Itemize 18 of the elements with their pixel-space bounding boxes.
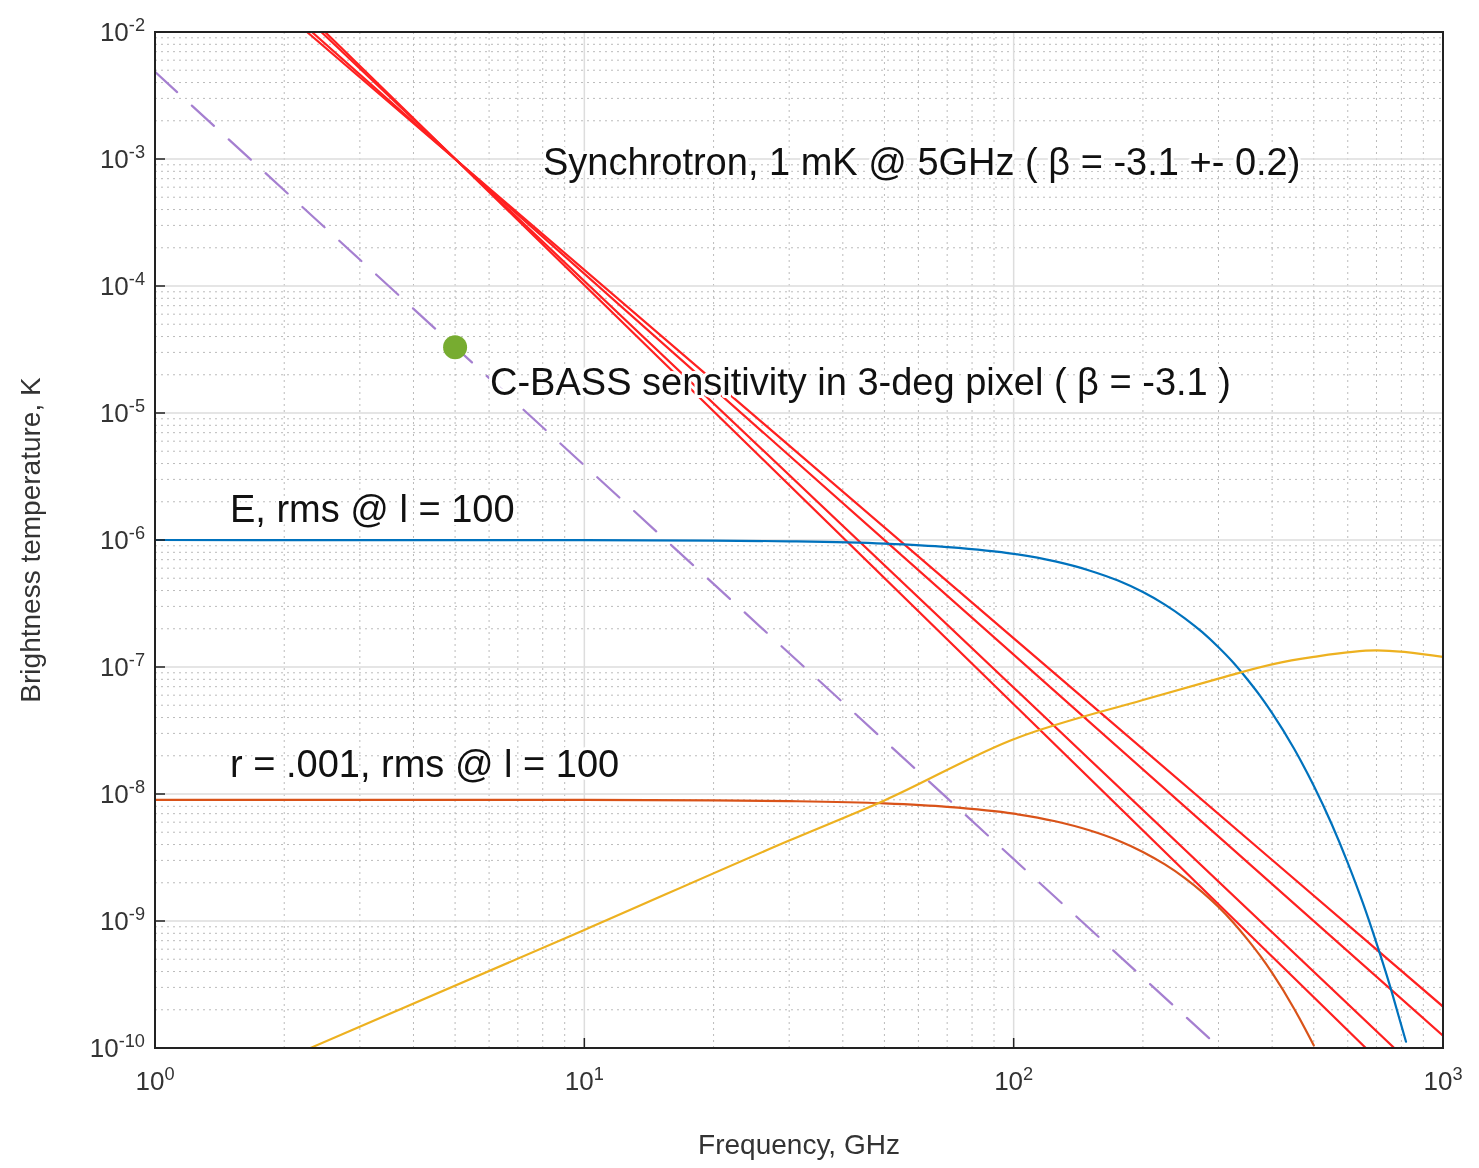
annotation: Synchrotron, 1 mK @ 5GHz ( β = -3.1 +- 0.2) [543,141,1301,183]
y-tick-label: 10$^{-4}$ [99,269,145,301]
y-tick-label: 10$^{-2}$ [99,15,145,47]
annotation: E, rms @ l = 100 [230,488,515,530]
y-tick-label: 10$^{-8}$ [99,777,145,809]
x-axis-title: Frequency, GHz [698,1129,900,1160]
annotation: r = .001, rms @ l = 100 [230,743,620,785]
x-tick-label: 10$^{0}$ [135,1064,175,1096]
y-tick-label: 10$^{-3}$ [99,142,145,174]
y-tick-label: 10$^{-10}$ [89,1031,145,1063]
y-axis-title: Brightness temperature, K [15,377,46,703]
y-tick-label: 10$^{-7}$ [99,650,145,682]
x-tick-label: 10$^{2}$ [994,1064,1034,1096]
y-tick-label: 10$^{-9}$ [99,904,145,936]
x-tick-label: 10$^{3}$ [1423,1064,1463,1096]
x-tick-label: 10$^{1}$ [564,1064,604,1096]
y-tick-label: 10$^{-5}$ [99,396,145,428]
y-tick-label: 10$^{-6}$ [99,523,145,555]
